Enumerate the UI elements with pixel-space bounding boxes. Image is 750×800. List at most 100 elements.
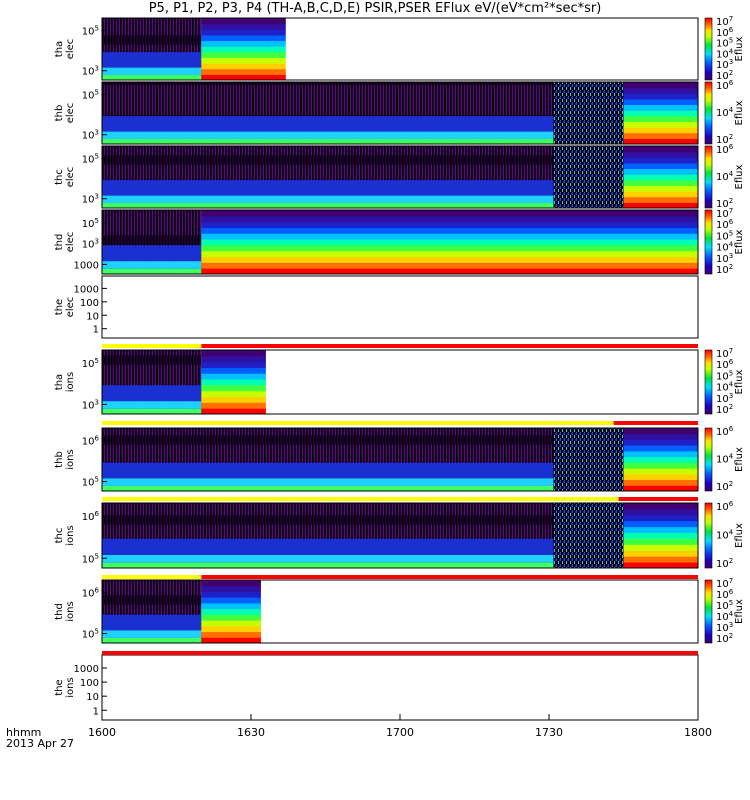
spectrogram-band: [201, 580, 261, 587]
colorbar-scale: [704, 579, 713, 644]
spectrogram-band: [623, 174, 698, 181]
panel-frame: [101, 349, 699, 415]
spectrogram-band: [102, 555, 624, 563]
spectrogram-band: [201, 608, 261, 615]
colorbar-label: Eflux: [734, 599, 745, 624]
spectrogram-early-segment: [102, 428, 624, 491]
spectrogram-band: [102, 385, 202, 402]
y-tick-label: 103: [82, 398, 99, 411]
colorbar-tick-label: 102: [716, 480, 733, 493]
panel-frame: [101, 81, 699, 145]
spectrogram-band: [623, 104, 698, 111]
spectrogram-band: [201, 233, 699, 240]
spectrogram-band: [201, 51, 286, 58]
y-axis-label: thd: [54, 603, 65, 620]
spectrogram-band: [201, 625, 261, 633]
spectrogram-band: [623, 544, 698, 551]
y-tick-label: 100: [80, 298, 99, 309]
y-tick-label: 105: [82, 552, 99, 565]
spectrogram-band: [201, 396, 266, 403]
spectrogram-band: [102, 67, 202, 76]
spectrogram-band: [623, 433, 698, 440]
spectrogram-band: [102, 562, 624, 568]
colorbar-label: Eflux: [734, 100, 745, 125]
panel-frame: [101, 427, 699, 492]
y-axis-label: thd: [54, 234, 65, 251]
spectrogram-noise: [553, 428, 624, 491]
spectrogram-band: [201, 408, 266, 415]
spectrogram-band: [623, 121, 698, 128]
spectrogram-band: [623, 98, 698, 106]
x-tick-label: 1700: [386, 726, 414, 739]
spectrogram-band: [623, 110, 698, 117]
y-tick-label: 105: [82, 628, 99, 641]
y-tick-label: 1000: [74, 284, 99, 295]
spectrogram-band: [201, 221, 699, 228]
spectrogram-band: [623, 157, 698, 164]
spectrogram-band: [623, 473, 698, 481]
y-axis-label: thb: [54, 105, 65, 122]
spectrogram-band: [623, 196, 698, 203]
spectrogram-burst-segment: [553, 146, 698, 209]
spectrogram-band: [623, 115, 698, 122]
colorbar-scale: [704, 209, 713, 275]
colorbar-label: Eflux: [734, 447, 745, 472]
panel-the-ions: 1000 100 10 1 the ions: [54, 654, 699, 721]
mode-bar: [102, 421, 698, 425]
y-tick-label: 10: [86, 311, 99, 322]
spectrogram-band: [623, 87, 698, 94]
colorbar-tick-label: 106: [716, 79, 734, 92]
x-tick-label: 1730: [535, 726, 563, 739]
spectrogram-band: [623, 538, 698, 545]
y-axis-label: ions: [65, 677, 76, 697]
y-tick-label: 106: [82, 510, 100, 523]
spectrogram-band: [623, 138, 698, 145]
mode-bar: [102, 344, 699, 348]
spectrogram-band: [623, 450, 698, 458]
spectrogram-band: [201, 256, 699, 263]
spectrogram-band: [102, 408, 202, 414]
mode-segment: [201, 575, 699, 579]
colorbar-tick-label: 106: [716, 500, 734, 513]
spectrogram-early-segment: [102, 18, 202, 80]
spectrogram-band: [201, 262, 699, 269]
y-tick-label: 105: [82, 357, 99, 370]
colorbar-tick-label: 104: [716, 106, 734, 119]
mode-bar: [102, 575, 699, 579]
colorbar-label: Eflux: [734, 523, 745, 548]
mode-segment: [618, 497, 698, 501]
y-axis-label: elec: [65, 167, 76, 188]
spectrogram-band: [623, 93, 698, 100]
spectrogram-band: [623, 185, 698, 192]
spectrogram-band: [201, 268, 699, 275]
spectrogram-noise: [553, 503, 624, 568]
y-tick-label: 100: [80, 678, 99, 689]
spectrogram-band: [623, 468, 698, 475]
spectrogram-band: [623, 168, 698, 175]
spectrogram-band: [623, 146, 698, 153]
colorbar-tick-label: 106: [716, 425, 734, 438]
colorbar-scale: [704, 81, 713, 145]
spectrogram-band: [201, 585, 261, 592]
spectrogram-burst-segment: [553, 82, 698, 145]
spectrogram-band: [201, 68, 286, 75]
spectrogram-band: [102, 268, 202, 274]
spectrogram-early-segment: [102, 82, 624, 144]
spectrogram-early-segment: [102, 350, 202, 414]
y-tick-label: 105: [82, 88, 99, 101]
spectrogram-band: [201, 384, 266, 392]
y-axis-label: tha: [54, 41, 65, 57]
mode-segment: [102, 651, 698, 655]
spectrogram-band: [201, 29, 286, 36]
spectrogram-band: [201, 355, 266, 363]
spectrogram-burst-segment: [201, 210, 699, 275]
y-tick-label: 103: [82, 65, 99, 78]
